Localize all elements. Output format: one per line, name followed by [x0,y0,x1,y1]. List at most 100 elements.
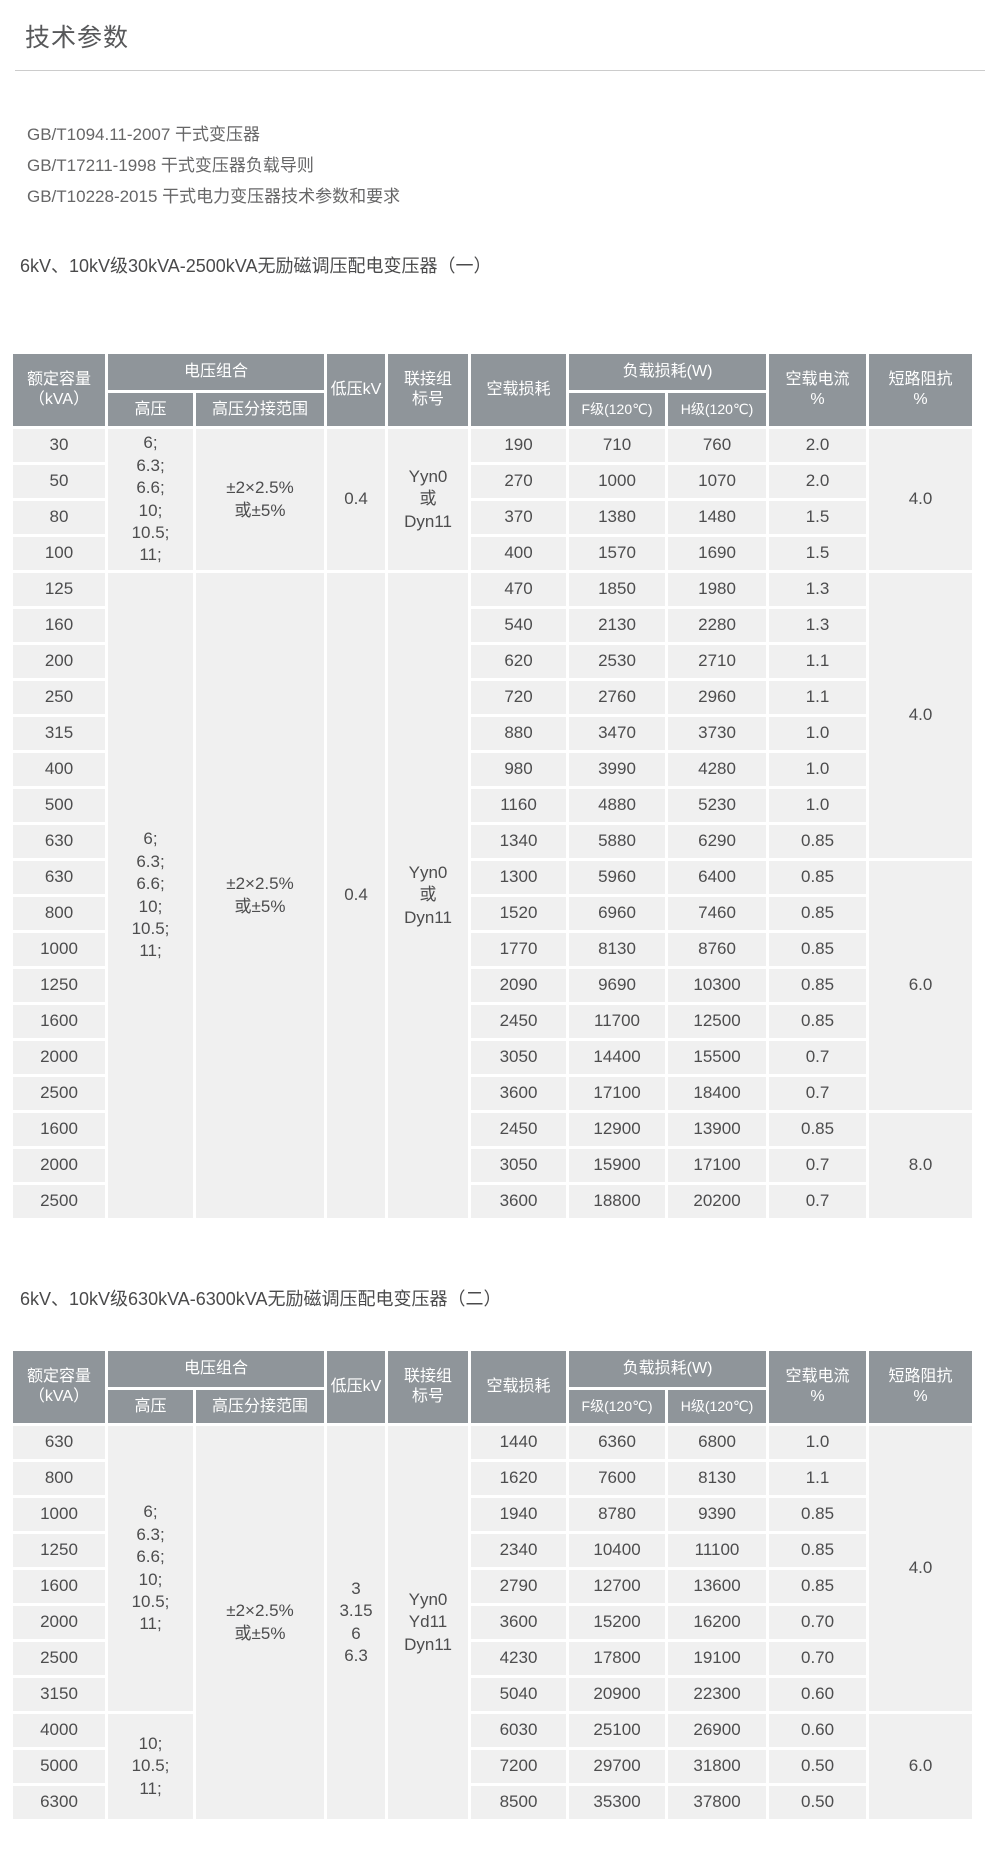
header-impedance: 短路阻抗 % [869,1351,973,1423]
standard-line: GB/T17211-1998 干式变压器负载导则 [27,156,314,175]
table-cell: 1250 [13,969,105,1002]
table-row: 1000 1770 8130 8760 0.85 [13,933,972,966]
table-cell: 15500 [668,1041,767,1074]
table-cell: 13600 [668,1570,767,1603]
table-row: 200 620 2530 2710 1.1 [13,645,972,678]
table-cell: 0.85 [769,825,867,858]
table-cell: 4880 [569,789,666,822]
table-cell: 2450 [471,1005,567,1038]
table-cell: 0.50 [769,1786,867,1819]
table-cell: 5960 [569,861,666,894]
table-cell: 7600 [569,1462,666,1495]
header-capacity: 额定容量 （kVA） [13,1351,105,1423]
table-row: 800 1520 6960 7460 0.85 [13,897,972,930]
table-cell: 6030 [471,1714,567,1747]
table-cell: 1.0 [769,1426,867,1459]
header-no-load-current: 空载电流 % [769,1351,867,1423]
table-cell: 15200 [569,1606,666,1639]
table-cell: 4.0 [869,573,973,858]
table-cell: 11100 [668,1534,767,1567]
table-cell: 10; 10.5; 11; [108,1714,193,1819]
table-cell: 12500 [668,1005,767,1038]
table-cell: 17100 [569,1077,666,1110]
table-cell: 3600 [471,1606,567,1639]
table-cell: 630 [13,825,105,858]
header-vector-group: 联接组 标号 [388,1351,469,1423]
table-cell: 3730 [668,717,767,750]
table-cell: 1600 [13,1005,105,1038]
table-cell: 2.0 [769,465,867,498]
table-cell: 20900 [569,1678,666,1711]
table-cell: 0.85 [769,933,867,966]
table-cell: 6; 6.3; 6.6; 10; 10.5; 11; [108,1426,193,1711]
table-cell: 1.0 [769,717,867,750]
table-cell: 3050 [471,1041,567,1074]
table-cell: 0.60 [769,1714,867,1747]
table-cell: 6360 [569,1426,666,1459]
table-cell: 19100 [668,1642,767,1675]
table-cell: 800 [13,897,105,930]
standards-list: GB/T1094.11-2007 干式变压器 GB/T17211-1998 干式… [27,119,1000,212]
table-cell: 250 [13,681,105,714]
table-cell: 1600 [13,1113,105,1146]
table-cell: 1620 [471,1462,567,1495]
table-cell: 3150 [13,1678,105,1711]
table-cell: 1250 [13,1534,105,1567]
table-cell: 4230 [471,1642,567,1675]
table-cell: 16200 [668,1606,767,1639]
header-no-load-current: 空载电流 % [769,354,867,426]
table-cell: 2760 [569,681,666,714]
table-2-header: 额定容量 （kVA） 电压组合 低压kV 联接组 标号 空载损耗 负载损耗(W)… [13,1351,973,1423]
table-row: 5000 7200 29700 31800 0.50 [13,1750,972,1783]
table-cell: 3470 [569,717,666,750]
table-cell: 5880 [569,825,666,858]
table-cell: 22300 [668,1678,767,1711]
table-cell: 1000 [569,465,666,498]
table-row: 4000 10; 10.5; 11; 6030 25100 26900 0.60 6.0 [13,1714,973,1819]
table-row: 80 370 1380 1480 1.5 [13,501,972,534]
table-row: 315 880 3470 3730 1.0 [13,717,972,750]
table-cell: 2130 [569,609,666,642]
header-hv-tap-range: 高压分接范围 [196,393,325,426]
table-row: 1600 2450 12900 13900 0.85 8.0 [13,1113,973,1218]
table-cell: 0.85 [769,1570,867,1603]
table-cell: Yyn0 或 Dyn11 [388,573,469,1218]
table-cell: 37800 [668,1786,767,1819]
table-cell: 2450 [471,1113,567,1146]
table-cell: ±2×2.5% 或±5% [196,573,325,1218]
header-hv: 高压 [108,393,193,426]
table-cell: 0.7 [769,1185,867,1218]
table-cell: 0.85 [769,897,867,930]
table-cell: 1.5 [769,537,867,570]
table-cell: 1850 [569,573,666,606]
table-cell: 4000 [13,1714,105,1747]
table-cell: 1.1 [769,1462,867,1495]
table-cell: 315 [13,717,105,750]
table-cell: 2960 [668,681,767,714]
title-rule [15,70,985,71]
table-row: 800 1620 7600 8130 1.1 [13,1462,972,1495]
table-cell: 1.3 [769,609,867,642]
header-impedance: 短路阻抗 % [869,354,973,426]
table-cell: 2000 [13,1041,105,1074]
table-cell: 12700 [569,1570,666,1603]
table-cell: 3990 [569,753,666,786]
table-row: 2500 3600 18800 20200 0.7 [13,1185,972,1218]
table-row: 630 1340 5880 6290 0.85 [13,825,972,858]
header-f-class: F级(120℃) [569,393,666,426]
table-cell: 630 [13,861,105,894]
table-2-body: 630 6; 6.3; 6.6; 10; 10.5; 11; ±2×2.5% 或±5… [13,1426,973,1819]
table-row: 100 400 1570 1690 1.5 [13,537,972,570]
table-cell: 1480 [668,501,767,534]
table-cell: 200 [13,645,105,678]
table-cell: 800 [13,1462,105,1495]
table-cell: 5000 [13,1750,105,1783]
table-cell: 6; 6.3; 6.6; 10; 10.5; 11; [108,429,193,570]
table-cell: 1600 [13,1570,105,1603]
table-row: 1600 2790 12700 13600 0.85 [13,1570,972,1603]
table-cell: 2340 [471,1534,567,1567]
table-cell: 1.0 [769,753,867,786]
table-cell: 31800 [668,1750,767,1783]
table-1-title: 6kV、10kV级30kVA-2500kVA无励磁调压配电变压器（一） [20,256,492,276]
header-h-class: H级(120℃) [668,393,767,426]
